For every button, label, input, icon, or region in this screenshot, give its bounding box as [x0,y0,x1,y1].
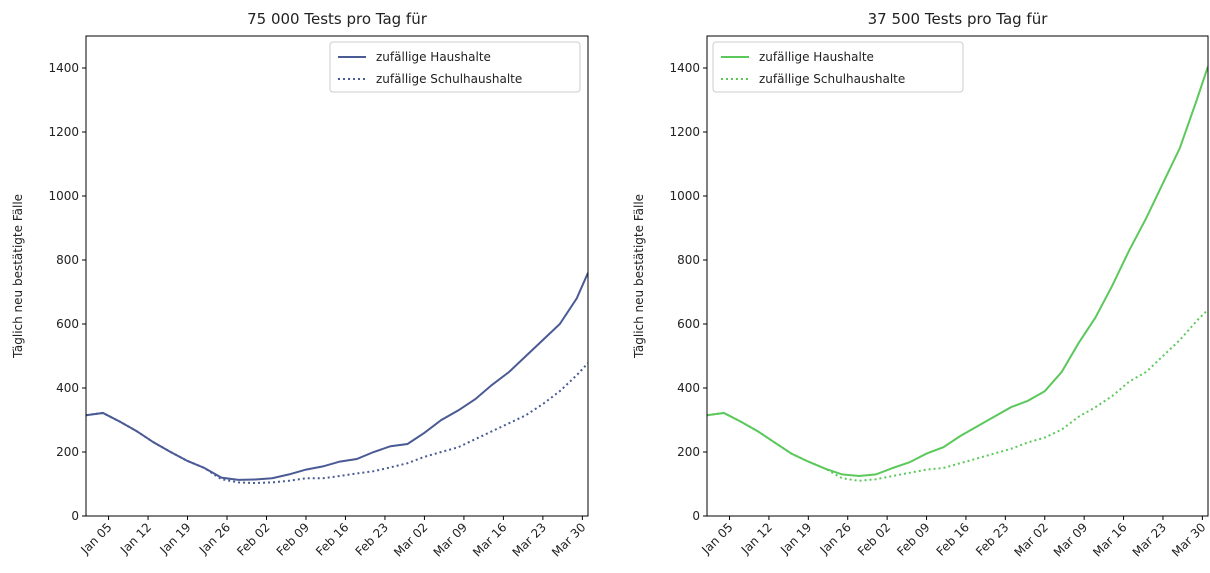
x-tick-label: Feb 23 [353,520,391,558]
x-tick-label: Feb 09 [894,520,932,558]
x-tick-label: Mar 23 [510,520,549,559]
y-tick-label: 1400 [48,61,79,75]
legend-label: zufällige Haushalte [759,50,874,64]
x-tick-label: Feb 23 [973,520,1011,558]
x-tick-label: Mar 30 [1169,520,1208,559]
x-tick-label: Mar 16 [1090,520,1129,559]
x-tick-label: Jan 19 [777,520,814,557]
y-tick-label: 400 [56,381,79,395]
legend-label: zufällige Schulhaushalte [376,72,522,86]
y-tick-label: 400 [677,381,700,395]
x-tick-label: Mar 30 [549,520,588,559]
x-tick-label: Jan 12 [738,520,775,557]
x-tick-label: Feb 02 [234,520,272,558]
x-tick-label: Mar 23 [1130,520,1169,559]
legend-box [712,41,964,93]
legend-box [329,41,581,93]
y-axis-label: Täglich neu bestätigte Fälle [632,194,646,359]
y-tick-label: 1200 [48,125,79,139]
chart-title: 75 000 Tests pro Tag für [247,10,428,28]
x-tick-label: Jan 05 [77,520,114,557]
x-tick-label: Mar 02 [1011,520,1050,559]
x-tick-label: Jan 26 [817,520,854,557]
y-axis-label: Täglich neu bestätigte Fälle [11,194,25,359]
x-tick-label: Jan 05 [698,520,735,557]
y-tick-label: 600 [677,317,700,331]
chart-title: 37 500 Tests pro Tag für [868,10,1049,28]
y-tick-label: 1000 [48,189,79,203]
x-tick-label: Jan 19 [156,520,193,557]
line [86,362,588,485]
x-tick-label: Feb 02 [855,520,893,558]
y-tick-label: 1200 [669,125,700,139]
x-tick-label: Mar 09 [431,520,470,559]
line [707,308,1208,482]
x-tick-label: Feb 09 [274,520,312,558]
x-tick-label: Feb 16 [313,520,351,558]
y-tick-label: 1400 [669,61,700,75]
legend-label: zufällige Schulhaushalte [759,72,905,86]
plot-frame [85,35,589,517]
x-tick-label: Mar 09 [1051,520,1090,559]
x-tick-label: Feb 16 [934,520,972,558]
x-tick-label: Mar 02 [391,520,430,559]
y-tick-label: 200 [56,445,79,459]
y-tick-label: 600 [56,317,79,331]
y-tick-label: 800 [677,253,700,267]
plot-frame [706,35,1209,517]
x-tick-label: Mar 16 [470,520,509,559]
x-tick-label: Jan 26 [196,520,233,557]
line [86,272,588,481]
legend-label: zufällige Haushalte [376,50,491,64]
y-tick-label: 800 [56,253,79,267]
y-tick-label: 0 [71,509,79,523]
y-tick-label: 0 [692,509,700,523]
line [707,66,1208,478]
y-tick-label: 200 [677,445,700,459]
x-tick-label: Jan 12 [117,520,154,557]
y-tick-label: 1000 [669,189,700,203]
